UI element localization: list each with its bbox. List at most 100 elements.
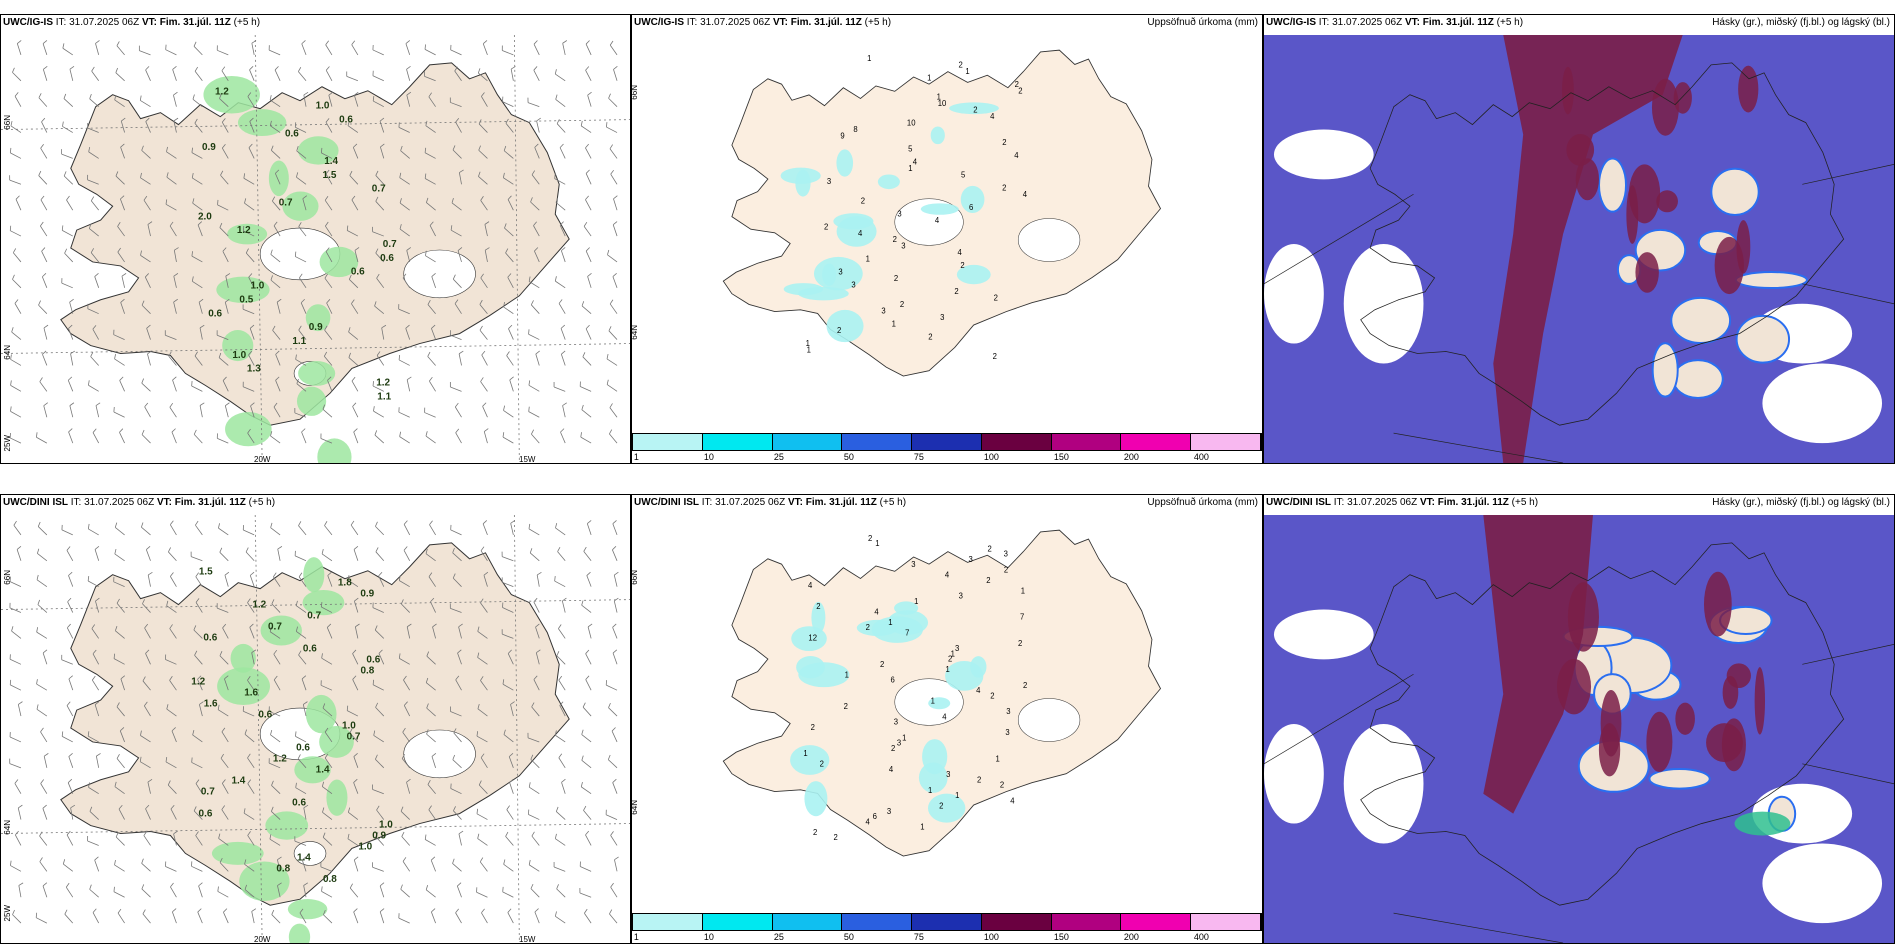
- wind-barb: [535, 652, 540, 665]
- wind-barb-flag: [457, 247, 463, 251]
- wind-barb: [270, 527, 281, 536]
- wind-barb-flag: [355, 623, 360, 628]
- precip-value-label: 1: [803, 749, 807, 758]
- wind-barb-flag: [429, 376, 433, 382]
- wind-barb: [198, 885, 203, 898]
- wind-barb-flag: [534, 247, 539, 252]
- wind-barb: [531, 174, 540, 185]
- wind-barb: [39, 835, 48, 846]
- precip-area: [230, 643, 256, 673]
- precip-value-label: 2: [866, 623, 870, 632]
- clear-land-area: [1735, 314, 1791, 364]
- precip-value-label: 2: [994, 293, 998, 302]
- wind-barb: [372, 49, 384, 56]
- wind-barb: [89, 98, 99, 107]
- wind-barb-flag: [116, 41, 120, 46]
- wind-barb: [533, 44, 540, 56]
- wind-barb: [450, 229, 462, 237]
- wind-barb: [90, 252, 99, 263]
- wind-barb: [502, 581, 514, 588]
- scale-tick-label: 50: [843, 452, 854, 462]
- wind-barb: [555, 527, 566, 536]
- wind-barb: [88, 787, 99, 795]
- wind-barb: [476, 891, 488, 898]
- wind-barb-flag: [217, 704, 220, 710]
- wind-barb: [114, 864, 125, 872]
- wind-barb-flag: [249, 66, 254, 71]
- wind-barb: [428, 576, 436, 587]
- wind-barb-flag: [478, 145, 481, 151]
- wind-barb: [120, 678, 125, 691]
- wind-barb: [609, 303, 618, 314]
- wind-barb-flag: [167, 780, 171, 786]
- wind-barb: [425, 889, 436, 898]
- wind-barb: [478, 176, 488, 185]
- wind-barb: [277, 859, 281, 872]
- wind-barb-flag: [528, 523, 531, 529]
- precip-value-label: 0.8: [360, 666, 374, 677]
- wind-barb-flag: [373, 406, 375, 412]
- wind-barb: [581, 786, 592, 795]
- panel-precip-igis: UWC/IG-IS IT: 31.07.2025 06Z VT: Fim. 31…: [631, 14, 1263, 464]
- wind-barb: [505, 252, 514, 263]
- wind-barb: [66, 705, 74, 717]
- precip-value-label: 1: [931, 696, 935, 705]
- wind-barb-flag: [581, 301, 585, 307]
- scale-tick-label: 400: [1193, 932, 1209, 942]
- scale-tick-label: 1: [633, 932, 639, 942]
- wind-barb-flag: [562, 40, 568, 44]
- wind-barb: [505, 122, 514, 133]
- wind-barb-flag: [142, 909, 146, 915]
- precip-area: [780, 167, 821, 184]
- wind-barb-flag: [587, 520, 592, 524]
- precip-area: [225, 412, 272, 447]
- wind-barb-flag: [530, 883, 534, 889]
- wind-barb: [477, 657, 488, 665]
- wind-barb-flag: [452, 145, 456, 151]
- wind-barb-flag: [295, 731, 297, 737]
- precip-area: [326, 779, 348, 816]
- wind-barb: [248, 277, 255, 289]
- scale-swatch: [981, 434, 1052, 450]
- wind-barb: [406, 626, 411, 639]
- wind-barb: [302, 198, 307, 211]
- wind-barb: [61, 736, 73, 743]
- wind-barb-flag: [95, 40, 100, 44]
- wind-barb-flag: [95, 597, 100, 602]
- precip-value-label: 2: [824, 222, 828, 231]
- wind-barb-flag: [94, 856, 99, 861]
- wind-barb: [273, 679, 281, 691]
- wind-barb: [605, 814, 618, 820]
- wind-barb: [247, 680, 255, 691]
- wind-barb: [372, 75, 384, 82]
- wind-barb: [191, 556, 203, 562]
- wind-barb: [249, 121, 255, 133]
- precip-area: [222, 330, 254, 362]
- wind-barb-flag: [68, 571, 73, 576]
- precip-value-label: 9: [840, 131, 844, 140]
- wind-barb: [170, 808, 177, 820]
- wind-barb-flag: [295, 626, 298, 632]
- panel-clouds-igis: UWC/IG-IS IT: 31.07.2025 06Z VT: Fim. 31…: [1263, 14, 1895, 464]
- precip-value-label: 2: [1015, 80, 1019, 89]
- wind-barb: [167, 784, 177, 794]
- wind-barb-flag: [141, 429, 145, 435]
- wind-barb: [527, 737, 540, 743]
- wind-barb-flag: [479, 299, 483, 305]
- precip-area: [317, 438, 352, 463]
- wind-barb-flag: [530, 300, 534, 305]
- wind-barb: [452, 149, 462, 159]
- wind-barb-flag: [143, 831, 148, 836]
- wind-barb: [165, 203, 177, 211]
- wind-barb: [217, 709, 229, 717]
- wind-barb: [273, 406, 281, 418]
- wind-barb-flag: [477, 652, 480, 658]
- precip-value-label: 6: [890, 675, 895, 684]
- wind-barb-flag: [275, 350, 280, 355]
- lat-label-66: 66N: [3, 570, 12, 585]
- wind-barb: [37, 553, 48, 562]
- wind-barb: [296, 383, 307, 392]
- precip-value-label: 0.6: [380, 253, 394, 264]
- wind-barb: [143, 835, 151, 846]
- wind-barb-flag: [452, 573, 456, 579]
